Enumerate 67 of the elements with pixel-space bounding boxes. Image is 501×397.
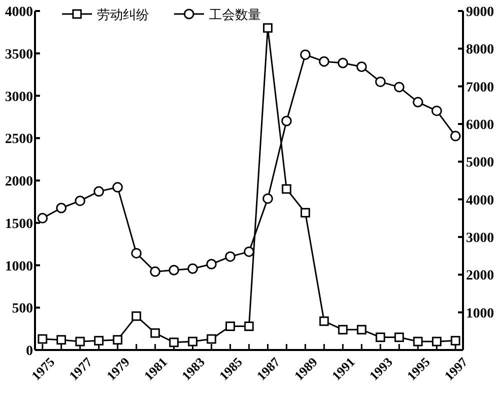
y-tick-label: 4000 <box>5 5 33 20</box>
y-tick-label: 3000 <box>5 90 33 105</box>
point <box>432 336 442 346</box>
y2-tick-label: 4000 <box>466 193 494 208</box>
point <box>244 246 254 257</box>
y-tick-label: 500 <box>12 302 33 317</box>
point <box>94 336 104 346</box>
point <box>74 196 86 206</box>
y-tick-label: 2000 <box>5 174 33 190</box>
point <box>188 336 198 346</box>
y2-tick-label: 7000 <box>466 80 494 96</box>
point <box>300 208 310 218</box>
point <box>318 56 330 67</box>
point <box>394 82 404 92</box>
y2-tick-label: 8000 <box>466 42 494 58</box>
point <box>75 336 85 346</box>
point <box>56 202 67 214</box>
y-tick-label: 1500 <box>5 216 33 232</box>
point <box>168 264 180 276</box>
point <box>338 58 348 68</box>
y2-tick-label: 3000 <box>466 231 494 246</box>
point <box>150 266 160 277</box>
y2-tick-label: 2000 <box>466 268 494 284</box>
point <box>282 184 292 194</box>
point <box>281 116 292 126</box>
y2-tick-label: 5000 <box>466 156 494 171</box>
point <box>450 336 460 346</box>
y2-tick-label: 9000 <box>466 5 494 20</box>
point <box>225 322 235 332</box>
point <box>132 311 142 321</box>
point <box>206 258 217 270</box>
point <box>150 328 160 338</box>
y-tick-label: 1000 <box>5 259 33 274</box>
point <box>169 338 179 348</box>
point <box>37 212 48 224</box>
point <box>300 49 311 60</box>
y-tick-label: 0 <box>26 344 33 359</box>
point <box>112 335 122 345</box>
point <box>413 336 423 346</box>
point <box>112 182 123 193</box>
point <box>450 130 461 142</box>
legend-label: 劳动纠纷 <box>97 7 149 22</box>
point <box>94 186 104 197</box>
point <box>431 106 442 116</box>
y2-tick-label: 6000 <box>466 118 494 133</box>
point <box>376 332 386 342</box>
x-tick-label: 1991 <box>328 354 358 384</box>
point <box>262 193 274 204</box>
point <box>356 61 367 72</box>
point <box>56 335 66 345</box>
point <box>375 76 386 88</box>
point <box>319 316 329 326</box>
point <box>356 324 366 334</box>
y2-tick-label: 1000 <box>466 306 494 322</box>
y-tick-label: 2500 <box>5 132 33 148</box>
point <box>394 332 404 342</box>
y-tick-label: 3500 <box>5 47 33 62</box>
point <box>338 324 348 334</box>
point <box>263 23 273 33</box>
legend-label: 工会数量 <box>209 7 261 22</box>
point <box>244 322 254 332</box>
point <box>131 248 142 258</box>
point <box>412 96 424 108</box>
point <box>187 263 198 274</box>
point <box>224 251 236 262</box>
point <box>206 334 216 344</box>
point <box>38 334 48 344</box>
